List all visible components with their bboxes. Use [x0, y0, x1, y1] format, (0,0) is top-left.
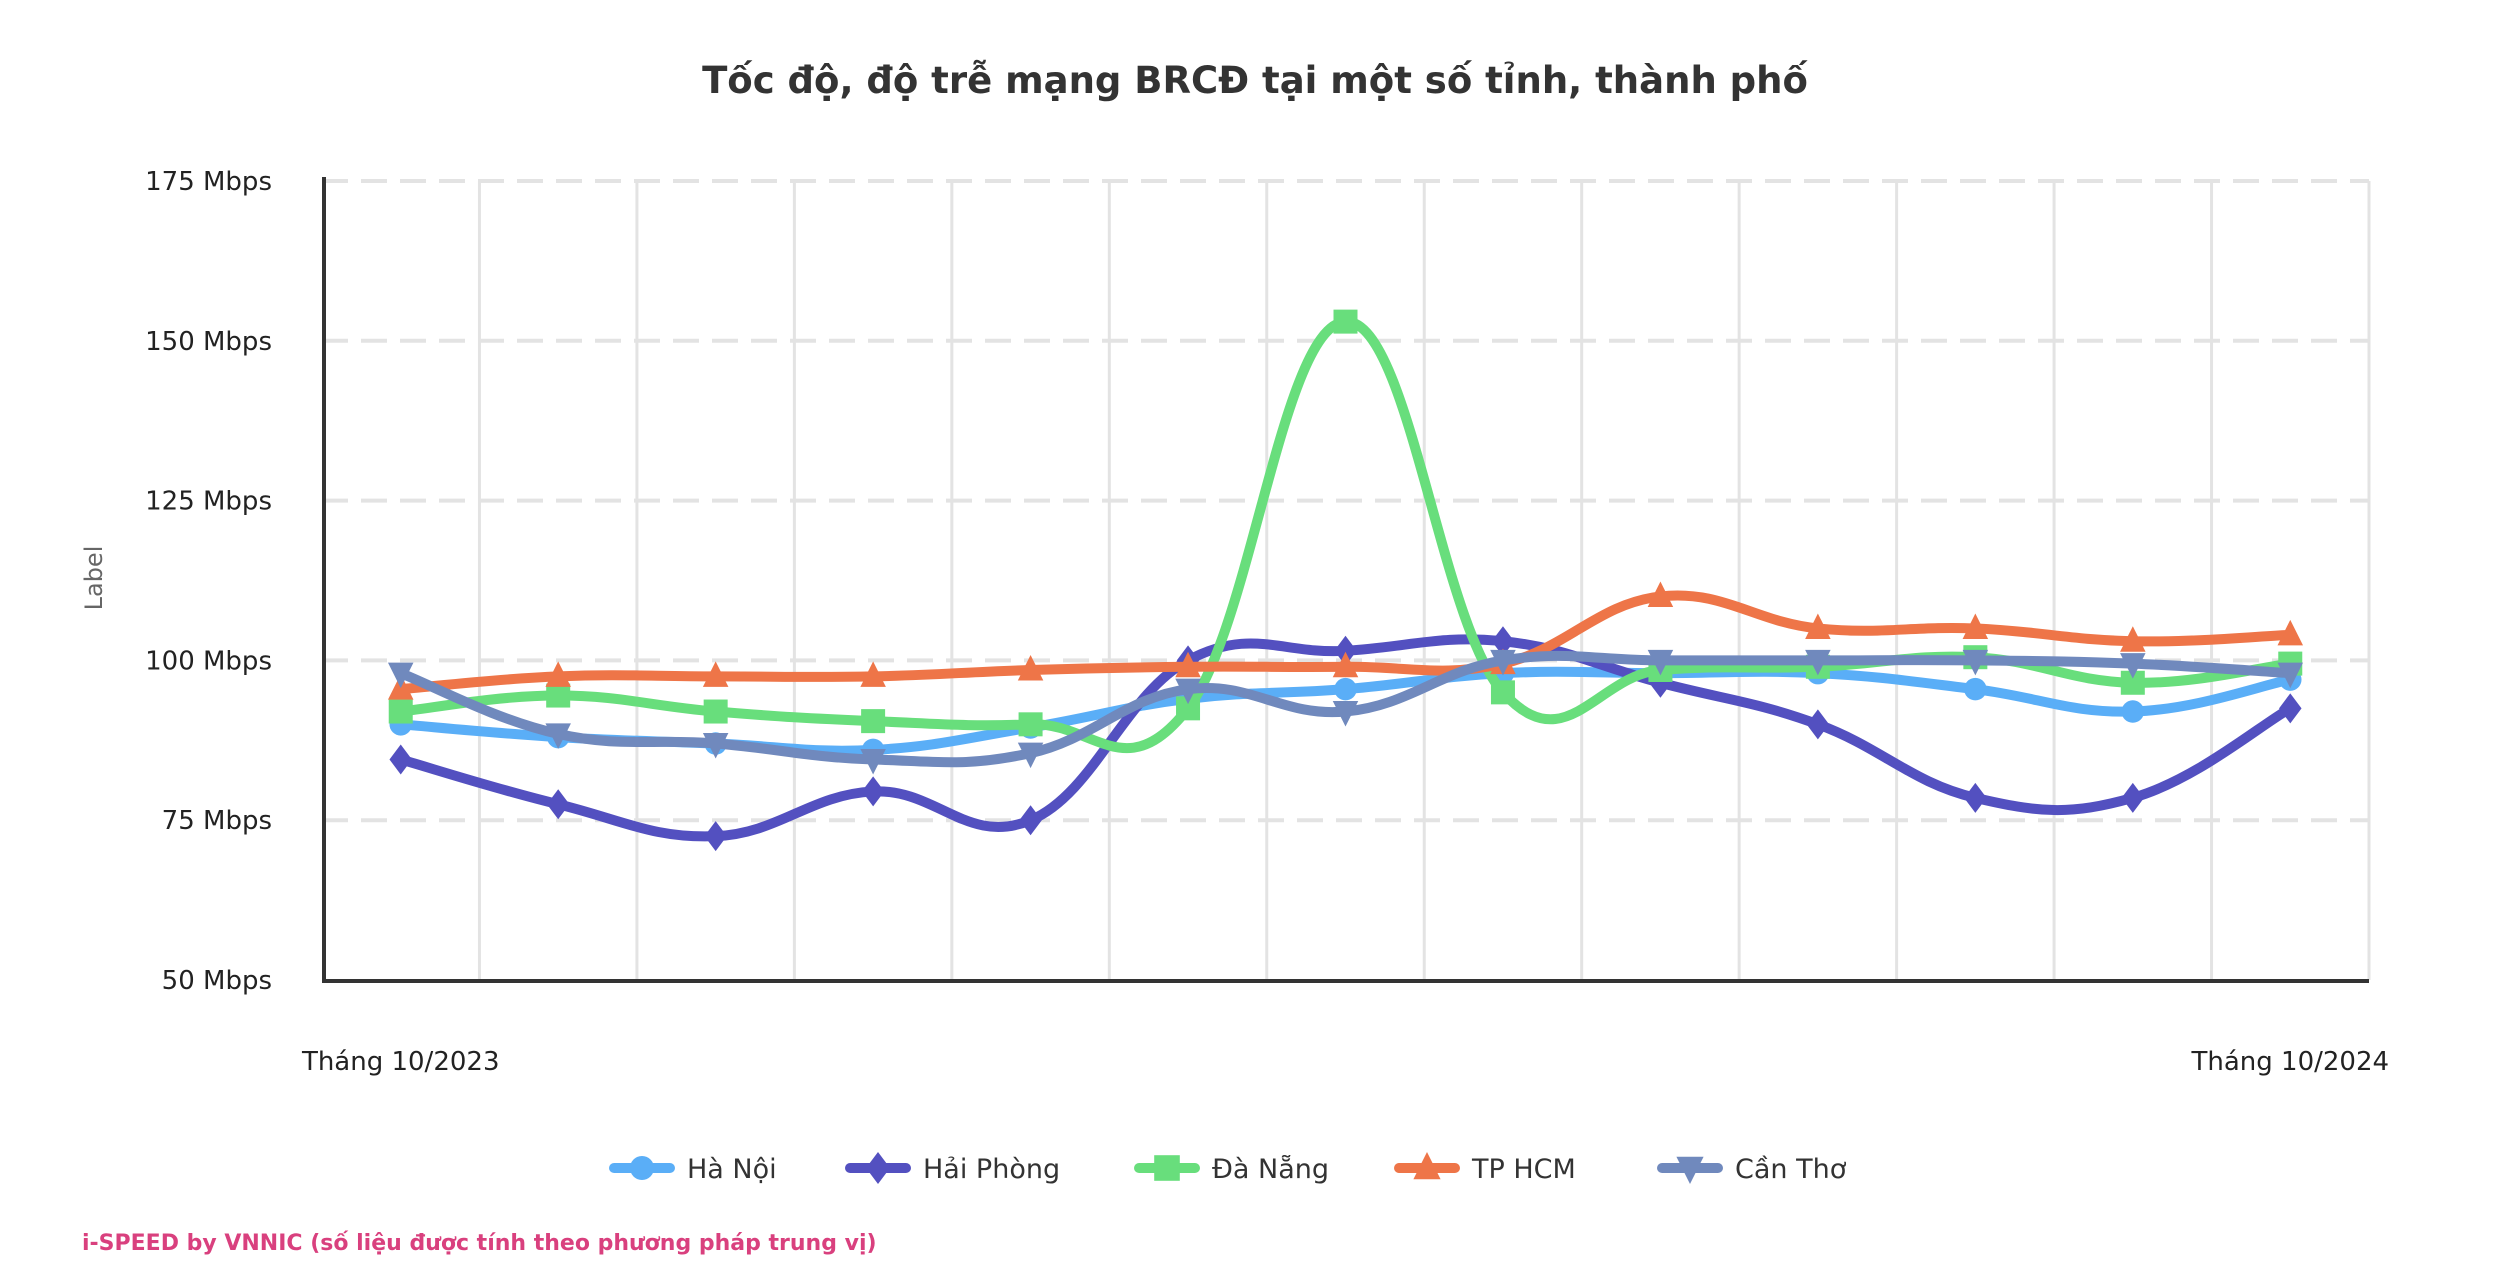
marker-diamond — [1806, 709, 1830, 740]
marker-triangle-up — [545, 661, 571, 687]
marker-diamond — [1019, 805, 1042, 836]
y-tick-label: 100 Mbps — [145, 646, 272, 676]
marker-circle — [1334, 677, 1357, 701]
marker-square — [1490, 680, 1515, 705]
series-group — [387, 309, 2304, 852]
marker-diamond — [1491, 626, 1515, 657]
marker-triangle-down — [1647, 649, 1674, 676]
marker-diamond — [389, 744, 412, 775]
marker-diamond — [2279, 693, 2302, 724]
x-axis-ticks: Tháng 10/2023 Tháng 10/2024 — [301, 1047, 2389, 1077]
legend-item: Đà Nẵng — [1134, 1154, 1329, 1185]
legend-item: Hà Nội — [609, 1154, 777, 1185]
marker-triangle-down — [2277, 662, 2304, 689]
y-tick-label: 50 Mbps — [162, 966, 272, 996]
marker-triangle-down — [860, 748, 886, 775]
x-tick-label: Tháng 10/2023 — [301, 1047, 500, 1077]
legend-item: Cần Thơ — [1657, 1154, 1847, 1185]
marker-circle — [2121, 700, 2145, 723]
marker-square — [1018, 712, 1043, 737]
legend-label: Hà Nội — [687, 1154, 777, 1185]
marker-diamond — [1964, 782, 1987, 813]
grid — [322, 179, 2371, 980]
marker-triangle-down — [1175, 678, 1201, 705]
x-tick-label: Tháng 10/2024 — [2190, 1047, 2389, 1077]
marker-triangle-down — [545, 723, 571, 749]
y-tick-label: 75 Mbps — [162, 806, 272, 836]
legend-label: Đà Nẵng — [1212, 1154, 1329, 1185]
marker-square — [703, 699, 728, 724]
series-TP HCM — [387, 581, 2304, 700]
marker-triangle-up — [1962, 613, 1989, 639]
marker-square — [388, 699, 413, 724]
marker-square — [861, 709, 886, 734]
marker-triangle-up — [2120, 626, 2146, 652]
marker-triangle-down — [1676, 1156, 1704, 1184]
marker-diamond — [704, 821, 727, 852]
y-axis-label: Label — [80, 546, 108, 611]
marker-triangle-up — [1175, 651, 1201, 678]
marker-triangle-down — [702, 732, 729, 759]
marker-triangle-down — [1017, 742, 1044, 769]
series-Cần Thơ — [387, 649, 2304, 775]
y-axis-ticks: 50 Mbps 75 Mbps 100 Mbps 125 Mbps 150 Mbps 17… — [145, 167, 272, 996]
legend-label: Hải Phòng — [923, 1154, 1060, 1185]
marker-square — [1154, 1155, 1180, 1181]
marker-diamond — [1334, 635, 1357, 666]
marker-diamond — [861, 776, 885, 807]
marker-triangle-down — [2120, 653, 2146, 679]
marker-triangle-up — [2277, 619, 2304, 646]
axes — [322, 177, 2369, 983]
y-tick-label: 175 Mbps — [145, 167, 272, 197]
marker-triangle-up — [1647, 581, 1674, 607]
marker-triangle-down — [1962, 649, 1989, 676]
legend-item: Hải Phòng — [845, 1152, 1060, 1185]
legend-label: Cần Thơ — [1735, 1154, 1847, 1185]
marker-triangle-up — [1413, 1152, 1441, 1180]
marker-triangle-down — [1490, 649, 1516, 676]
marker-triangle-down — [1805, 649, 1831, 676]
marker-diamond — [546, 789, 570, 820]
marker-triangle-up — [860, 661, 886, 687]
legend: Hà Nội Hải Phòng Đà Nẵng TP HCM Cần Thơ — [609, 1152, 1847, 1185]
marker-triangle-up — [1805, 613, 1831, 639]
marker-triangle-down — [1332, 701, 1359, 727]
chart-title: Tốc độ, độ trễ mạng BRCĐ tại một số tỉnh… — [702, 59, 1808, 102]
marker-diamond — [866, 1152, 890, 1184]
footer-note: i-SPEED by VNNIC (số liệu được tính theo… — [82, 1231, 877, 1256]
marker-triangle-up — [702, 661, 729, 687]
marker-square — [1333, 309, 1358, 334]
marker-triangle-up — [1332, 651, 1359, 678]
y-tick-label: 125 Mbps — [145, 487, 272, 517]
legend-label: TP HCM — [1471, 1154, 1576, 1185]
marker-triangle-down — [387, 662, 414, 689]
marker-circle — [630, 1156, 654, 1180]
legend-item: TP HCM — [1394, 1152, 1576, 1185]
marker-circle — [1964, 677, 1987, 701]
marker-square — [546, 683, 571, 708]
marker-triangle-up — [1017, 654, 1044, 681]
marker-diamond — [2121, 782, 2145, 813]
y-tick-label: 150 Mbps — [145, 327, 272, 357]
